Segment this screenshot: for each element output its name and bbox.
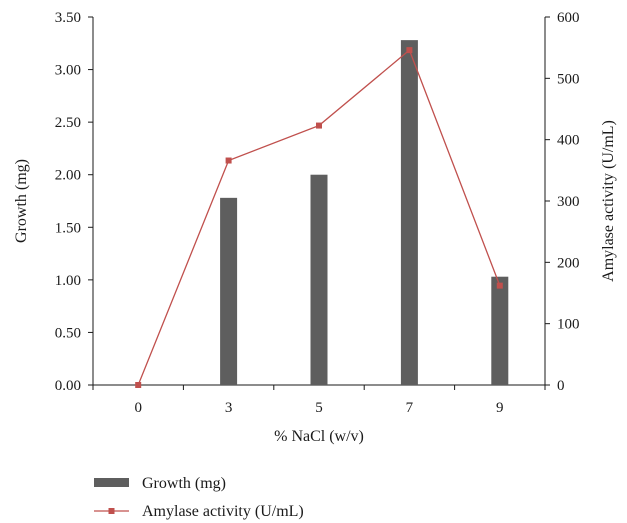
- amylase-point: [225, 157, 232, 164]
- legend-marker-amylase: [108, 508, 115, 514]
- amylase-point: [316, 122, 322, 129]
- y-tick-label: 2.50: [55, 115, 81, 131]
- y2-tick-label: 200: [557, 255, 580, 271]
- y-tick-label: 2.00: [55, 168, 81, 184]
- x-tick-label: 5: [315, 400, 323, 416]
- amylase-point: [496, 282, 503, 289]
- y2-tick-label: 600: [557, 10, 580, 26]
- y2-tick-label: 400: [557, 133, 580, 149]
- growth-bar: [491, 276, 509, 385]
- y-tick-label: 1.00: [55, 273, 81, 289]
- x-axis-title: % NaCl (w/v): [274, 428, 364, 445]
- legend: Growth (mg) Amylase activity (U/mL): [94, 475, 304, 520]
- legend-swatch-growth: [94, 478, 129, 487]
- y2-tick-label: 500: [557, 71, 580, 87]
- growth-bar: [220, 197, 238, 385]
- axes: 0.00 0.50 1.00 1.50 2.00 2.50 3.00 3.50 0 100 200 3…: [55, 10, 580, 416]
- x-tick-label: 0: [134, 400, 142, 416]
- growth-bars: [220, 40, 509, 385]
- amylase-point: [135, 382, 142, 388]
- legend-label-amylase: Amylase activity (U/mL): [142, 503, 304, 520]
- axis-labels: % NaCl (w/v) Growth (mg) Amylase activit…: [13, 120, 617, 445]
- y2-tick-label: 0: [557, 378, 565, 394]
- y-tick-label: 3.00: [55, 63, 81, 79]
- y-tick-label: 0.50: [55, 325, 81, 341]
- legend-label-growth: Growth (mg): [142, 475, 226, 492]
- y-tick-label: 3.50: [55, 10, 81, 26]
- y-tick-label: 0.00: [55, 378, 81, 394]
- growth-bar: [310, 174, 328, 385]
- y-tick-label: 1.50: [55, 220, 81, 236]
- x-tick-label: 9: [496, 400, 504, 416]
- amylase-line: [135, 47, 503, 388]
- x-tick-label: 7: [406, 400, 414, 416]
- y2-tick-label: 300: [557, 194, 580, 210]
- y2-tick-label: 100: [557, 317, 580, 333]
- y-axis-title: Growth (mg): [13, 159, 30, 243]
- x-tick-label: 3: [225, 400, 233, 416]
- amylase-point: [406, 47, 413, 54]
- y2-axis-title: Amylase activity (U/mL): [600, 120, 617, 282]
- growth-bar: [400, 40, 418, 385]
